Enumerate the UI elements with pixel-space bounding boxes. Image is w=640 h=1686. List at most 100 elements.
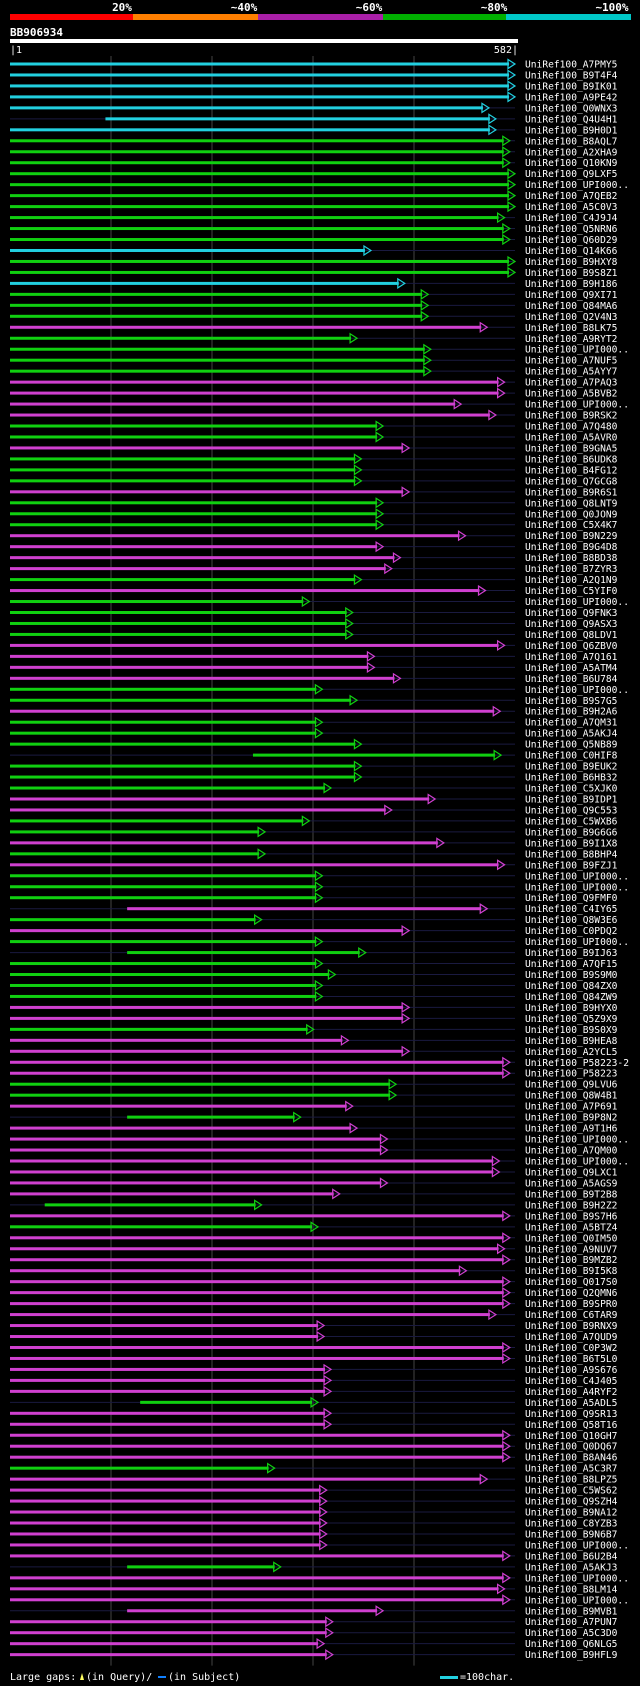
hit-row[interactable]: UniRef100_A7PMY5 [10, 58, 617, 71]
hit-label[interactable]: UniRef100_Q84ZX0 [525, 981, 618, 992]
hit-label[interactable]: UniRef100_Q2V4N3 [525, 312, 618, 323]
hit-bar[interactable] [10, 1499, 321, 1503]
hit-bar[interactable] [10, 281, 399, 285]
hit-bar[interactable] [10, 1049, 404, 1053]
hit-label[interactable]: UniRef100_A5AVR0 [525, 432, 618, 443]
hit-row[interactable]: UniRef100_A5AVR0 [10, 431, 618, 443]
hit-label[interactable]: UniRef100_A5C3R7 [525, 1464, 618, 1475]
hit-bar[interactable] [10, 1543, 321, 1547]
hit-bar[interactable] [10, 1422, 326, 1426]
hit-bar[interactable] [10, 665, 369, 669]
hit-row[interactable]: UniRef100_B9R6S1 [10, 486, 618, 498]
hit-label[interactable]: UniRef100_Q9ASX3 [525, 619, 618, 630]
hit-row[interactable]: UniRef100_B9P8N2 [10, 1111, 617, 1124]
hit-label[interactable]: UniRef100_B9N229 [525, 531, 618, 542]
hit-bar[interactable] [10, 391, 499, 395]
hit-label[interactable]: UniRef100_B9H186 [525, 279, 618, 290]
hit-label[interactable]: UniRef100_B9FZJ1 [525, 860, 618, 871]
hit-row[interactable]: UniRef100_A7NUF5 [10, 354, 617, 367]
hit-label[interactable]: UniRef100_B8AQL7 [525, 136, 618, 147]
hit-label[interactable]: UniRef100_B6U2B4 [525, 1551, 618, 1562]
hit-label[interactable]: UniRef100_B7ZYR3 [525, 564, 618, 575]
hit-label[interactable]: UniRef100_B9IK01 [525, 81, 618, 92]
hit-row[interactable]: UniRef100_Q84ZW9 [10, 990, 618, 1003]
hit-label[interactable]: UniRef100_B8AN46 [525, 1453, 618, 1464]
hit-label[interactable]: UniRef100_B9MVB1 [525, 1606, 618, 1617]
hit-row[interactable]: UniRef100_Q2QMN6 [10, 1287, 618, 1299]
hit-label[interactable]: UniRef100_UPI000.. [525, 1540, 629, 1551]
hit-row[interactable]: UniRef100_B9EUK2 [10, 760, 617, 773]
hit-bar[interactable] [10, 797, 430, 801]
hit-bar[interactable] [10, 1389, 326, 1393]
hit-bar[interactable] [10, 764, 356, 768]
hit-label[interactable]: UniRef100_B9EUK2 [525, 762, 617, 773]
hit-label[interactable]: UniRef100_Q9LVU6 [525, 1080, 618, 1091]
hit-bar[interactable] [10, 852, 260, 856]
hit-row[interactable]: UniRef100_B9HYX0 [10, 1001, 618, 1014]
hit-bar[interactable] [10, 819, 304, 823]
hit-bar[interactable] [127, 951, 360, 955]
hit-bar[interactable] [10, 402, 456, 406]
hit-bar[interactable] [10, 248, 365, 252]
hit-bar[interactable] [10, 1356, 504, 1360]
hit-row[interactable]: UniRef100_A9T1H6 [10, 1122, 618, 1135]
hit-bar[interactable] [10, 731, 317, 735]
hit-row[interactable]: UniRef100_Q9FMF0 [10, 892, 618, 904]
hit-row[interactable]: UniRef100_B9IDP1 [10, 793, 618, 805]
hit-bar[interactable] [10, 962, 317, 966]
hit-bar[interactable] [10, 1247, 499, 1251]
hit-row[interactable]: UniRef100_A5AGS9 [10, 1177, 618, 1189]
hit-row[interactable]: UniRef100_Q9C553 [10, 804, 618, 816]
hit-row[interactable]: UniRef100_UPI000.. [10, 683, 629, 696]
hit-label[interactable]: UniRef100_B9S0X9 [525, 1025, 618, 1036]
hit-row[interactable]: UniRef100_Q10GH7 [10, 1429, 618, 1442]
hit-label[interactable]: UniRef100_B6T5L0 [525, 1354, 618, 1365]
hit-label[interactable]: UniRef100_UPI000.. [525, 1135, 629, 1146]
hit-label[interactable]: UniRef100_B9T2B8 [525, 1189, 618, 1200]
hit-row[interactable]: UniRef100_UPI000.. [10, 343, 629, 356]
hit-label[interactable]: UniRef100_A5AGS9 [525, 1178, 618, 1189]
hit-row[interactable]: UniRef100_C5WXB6 [10, 815, 618, 827]
hit-bar[interactable] [10, 512, 378, 516]
hit-bar[interactable] [10, 325, 482, 329]
hit-bar[interactable] [10, 238, 504, 242]
hit-row[interactable]: UniRef100_UPI000.. [10, 398, 629, 411]
hit-row[interactable]: UniRef100_C5YIF0 [10, 584, 618, 597]
hit-bar[interactable] [10, 1082, 391, 1086]
hit-row[interactable]: UniRef100_Q0DQ67 [10, 1440, 618, 1453]
hit-bar[interactable] [10, 227, 504, 231]
hit-row[interactable]: UniRef100_B9MVB1 [10, 1605, 618, 1617]
hit-row[interactable]: UniRef100_UPI000.. [10, 881, 629, 893]
hit-label[interactable]: UniRef100_B9R6S1 [525, 487, 618, 498]
hit-label[interactable]: UniRef100_A9S676 [525, 1365, 618, 1376]
hit-row[interactable]: UniRef100_P58223 [10, 1067, 618, 1080]
hit-row[interactable]: UniRef100_B6T5L0 [10, 1352, 618, 1365]
hit-label[interactable]: UniRef100_B9HXY8 [525, 257, 618, 268]
hit-bar[interactable] [10, 1620, 327, 1624]
hit-label[interactable]: UniRef100_A2XHA9 [525, 147, 618, 158]
hit-bar[interactable] [10, 1214, 504, 1218]
hit-label[interactable]: UniRef100_B6HB32 [525, 773, 617, 784]
hit-row[interactable]: UniRef100_B9IJ63 [10, 946, 618, 959]
hit-bar[interactable] [10, 1433, 504, 1437]
hit-bar[interactable] [10, 874, 317, 878]
hit-label[interactable]: UniRef100_Q0WNX3 [525, 103, 618, 114]
hit-bar[interactable] [10, 380, 499, 384]
hit-label[interactable]: UniRef100_B9I1X8 [525, 838, 618, 849]
hit-label[interactable]: UniRef100_B9T4F4 [525, 70, 618, 81]
hit-bar[interactable] [10, 1444, 504, 1448]
hit-bar[interactable] [10, 1335, 319, 1339]
hit-label[interactable]: UniRef100_A7PMY5 [525, 60, 617, 71]
hit-row[interactable]: UniRef100_Q60D29 [10, 233, 618, 246]
hit-bar[interactable] [44, 1203, 256, 1207]
hit-label[interactable]: UniRef100_A7P691 [525, 1102, 618, 1113]
hit-row[interactable]: UniRef100_B8BD38 [10, 552, 618, 564]
hit-row[interactable]: UniRef100_A7Q161 [10, 650, 618, 663]
hit-row[interactable]: UniRef100_Q8LNT9 [10, 497, 618, 509]
hit-row[interactable]: UniRef100_A4RYF2 [10, 1385, 617, 1398]
hit-bar[interactable] [10, 654, 369, 658]
hit-row[interactable]: UniRef100_Q9XI71 [10, 288, 618, 301]
hit-label[interactable]: UniRef100_Q2QMN6 [525, 1288, 618, 1299]
hit-bar[interactable] [10, 1159, 494, 1163]
hit-label[interactable]: UniRef100_P58223 [525, 1069, 618, 1080]
